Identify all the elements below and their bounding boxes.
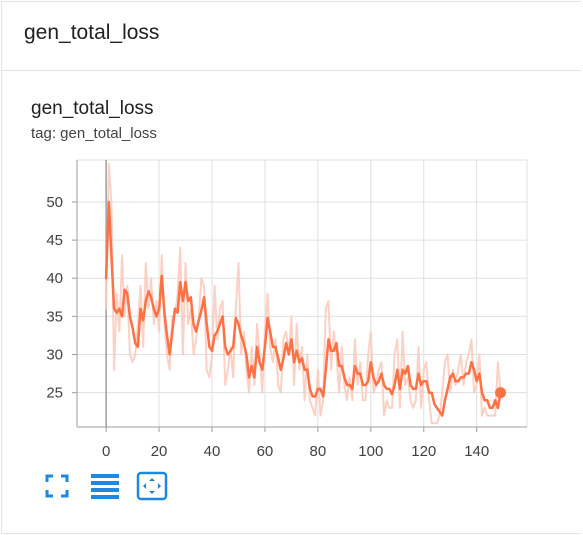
x-tick-label: 60	[257, 443, 274, 460]
y-tick-label: 40	[46, 270, 63, 287]
x-tick-label: 100	[358, 443, 383, 460]
x-tick-label: 40	[204, 443, 221, 460]
fullscreen-icon	[42, 471, 72, 501]
y-tick-label: 50	[46, 194, 63, 211]
last-point-marker	[495, 387, 506, 398]
x-tick-label: 140	[464, 443, 489, 460]
chart-series	[106, 164, 506, 423]
fit-domain-button[interactable]	[136, 471, 166, 501]
y-tick-label: 35	[46, 308, 63, 325]
y-tick-label: 45	[46, 232, 63, 249]
fit-domain-icon	[136, 471, 168, 501]
toggle-lines-icon	[90, 471, 120, 501]
x-tick-label: 20	[151, 443, 168, 460]
y-tick-label: 25	[46, 385, 63, 402]
y-tick-label: 30	[46, 347, 63, 364]
raw-series-line	[106, 164, 500, 423]
fullscreen-button[interactable]	[42, 471, 72, 501]
x-tick-label: 0	[102, 443, 110, 460]
toggle-lines-button[interactable]	[90, 471, 120, 501]
x-tick-label: 80	[310, 443, 327, 460]
x-tick-label: 120	[411, 443, 436, 460]
